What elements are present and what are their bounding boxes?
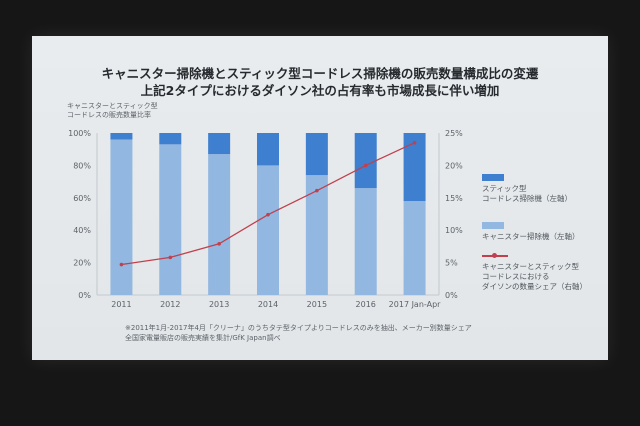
bar-canister [403,201,426,295]
dyson-share-point [412,140,417,145]
dyson-share-point [168,255,173,260]
dyson-share-point [217,242,221,246]
legend-stick: スティック型 コードレス掃除機（左軸） [482,174,572,204]
legend-dyson-label: ダイソンの数量シェア（右軸） [482,282,587,291]
legend-stick-label: コードレス掃除機（左軸） [482,194,572,203]
y-left-tick-label: 20% [73,259,91,268]
y-left-tick-label: 80% [73,161,91,170]
left-axis-title-line: コードレスの販売数量比率 [67,111,151,119]
bar-stick [305,133,328,176]
legend-stick-swatch [482,174,504,181]
x-tick-label: 2017 Jan-Apr [389,300,441,309]
x-tick-label: 2014 [258,300,278,309]
legend-dyson: キャニスターとスティック型 コードレスにおける ダイソンの数量シェア（右軸） [482,252,587,292]
legend-dyson-label: キャニスターとスティック型 [482,262,580,271]
left-axis-title-line: キャニスターとスティック型 [67,102,158,110]
bar-canister [305,175,328,295]
chart-subtitle: 上記2タイプにおけるダイソン社の占有率も市場成長に伴い増加 [140,83,500,98]
y-right-tick-label: 20% [445,161,463,170]
y-left-tick-label: 40% [73,226,91,235]
bar-canister [354,188,377,295]
x-tick-label: 2015 [307,300,327,309]
footnote: ※2011年1月-2017年4月「クリーナ」のうちタテ型タイプよりコードレスのみ… [125,323,472,343]
x-tick-label: 2011 [111,300,131,309]
y-left-tick-label: 100% [68,129,91,138]
y-right-tick-label: 0% [445,291,458,300]
y-left-tick-label: 60% [73,194,91,203]
x-tick-label: 2013 [209,300,229,309]
stacked-bar-line-chart: 0% 20% 40% 60% 80% 100% 0% 5% 10% 15% 20% 25% 2011 20… [68,129,463,309]
legend-canister-label: キャニスター掃除機（左軸） [482,232,580,241]
bar-canister [257,165,279,295]
legend-dyson-swatch [482,252,508,260]
bar-stick [208,133,231,155]
y-left-tick-label: 0% [78,291,91,300]
y-right-tick-label: 5% [445,259,458,268]
presentation-slide: キャニスター掃除機とスティック型コードレス掃除機の販売数量構成比の変遷 上記2タ… [32,36,608,360]
legend-canister: キャニスター掃除機（左軸） [482,222,580,242]
bar-canister [159,144,182,295]
legend-canister-swatch [482,222,504,229]
x-tick-label: 2012 [160,300,180,309]
bar-canister [208,154,231,295]
chart-title: キャニスター掃除機とスティック型コードレス掃除機の販売数量構成比の変遷 [101,66,539,81]
y-right-tick-label: 25% [445,129,463,138]
y-right-tick-label: 10% [445,226,463,235]
x-tick-label: 2016 [356,300,376,309]
footnote-line: 全国家電量販店の販売実績を集計/GfK Japan調べ [125,334,281,342]
bar-stick [159,133,182,145]
y-right-tick-label: 15% [445,194,463,203]
bar-stick [354,133,377,189]
dyson-share-point [266,212,270,217]
legend-dyson-label: コードレスにおける [482,272,550,281]
legend-stick-label: スティック型 [482,184,527,193]
bar-stick [257,133,279,166]
dyson-share-point [119,262,124,267]
footnote-line: ※2011年1月-2017年4月「クリーナ」のうちタテ型タイプよりコードレスのみ… [125,324,472,332]
bar-stick [403,133,426,202]
dyson-share-point [363,163,368,168]
dyson-share-point [315,188,319,193]
bar-canister [110,139,133,295]
left-axis-title: キャニスターとスティック型 コードレスの販売数量比率 [67,102,207,120]
bar-stick [110,133,133,140]
